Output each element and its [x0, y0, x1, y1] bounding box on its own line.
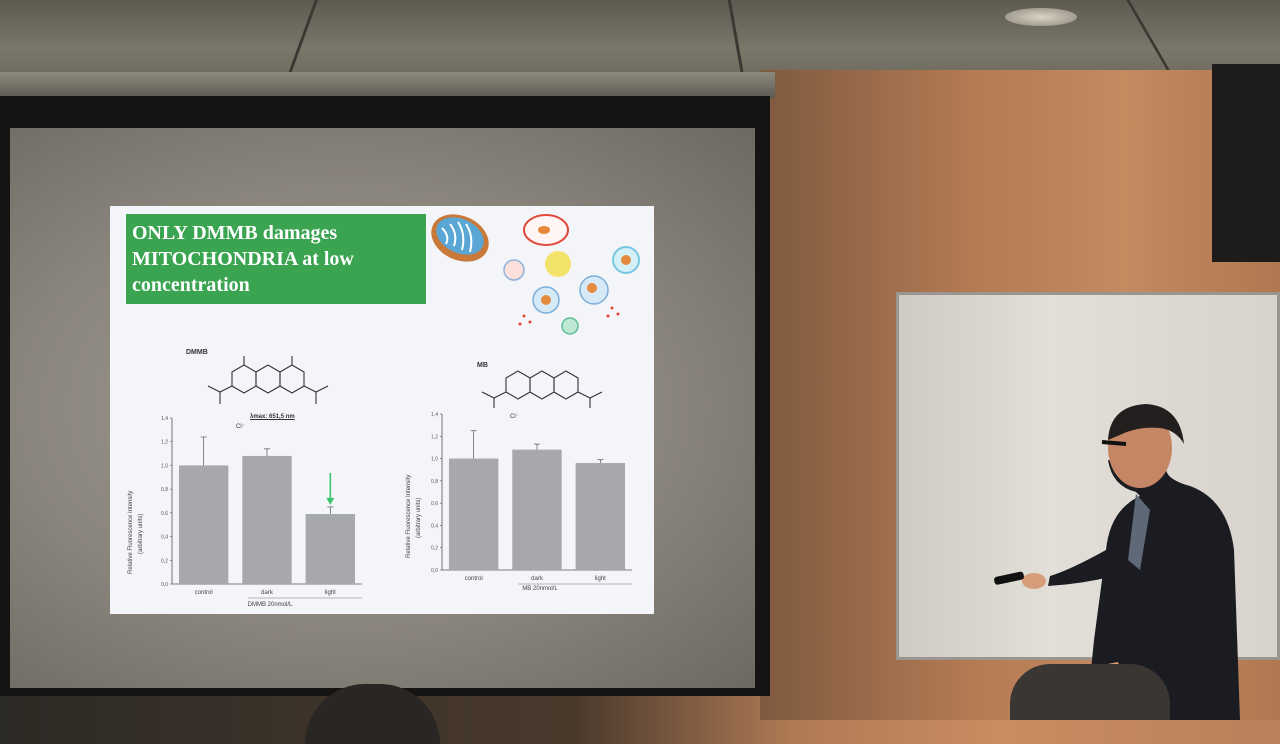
dmmb-compound-label: DMMB: [186, 349, 208, 356]
slide-title-line-3: concentration: [132, 274, 250, 296]
mb-ytick-label: 0,6: [431, 501, 438, 507]
mb-structure: [481, 370, 603, 408]
mb-ytick-label: 0,0: [431, 568, 438, 574]
dmmb-ytick-label: 0,8: [161, 487, 168, 493]
dmmb-category-label: dark: [261, 590, 274, 596]
mb-category-label: light: [595, 576, 606, 582]
dmmb-ylabel-line-1: Relative Fluorescence Intensity: [128, 491, 134, 574]
dmmb-ytick-label: 0,0: [161, 582, 168, 588]
dmmb-structure: [207, 356, 329, 404]
mb-ytick-label: 1,0: [431, 457, 438, 463]
ceiling-light: [1005, 8, 1077, 26]
mb-bar-control: [448, 458, 499, 570]
mb-bar-light: [575, 463, 626, 570]
mb-bar-dark: [512, 449, 562, 570]
wall-speaker: [1212, 64, 1280, 262]
dmmb-bar-control: [178, 465, 229, 584]
ceiling: [0, 0, 1280, 82]
mitochondria-illustration: [431, 214, 489, 262]
dmmb-xlabel: DMMB 20nmol/L: [248, 602, 293, 608]
ceiling-seam: [285, 0, 318, 82]
mb-xlabel: MB 20nmol/L: [522, 586, 558, 592]
mb-ytick-label: 1,4: [431, 412, 438, 418]
slide-title-line-1: ONLY DMMB damages: [132, 222, 338, 244]
cell-process-diagram: [503, 214, 640, 335]
chair: [1010, 664, 1170, 720]
dmmb-ytick-label: 0,2: [161, 558, 168, 564]
dmmb-ytick-label: 1,4: [161, 416, 168, 422]
dmmb-category-label: light: [325, 590, 336, 596]
dmmb-ytick-label: 0,4: [161, 535, 168, 541]
mb-ytick-label: 0,4: [431, 523, 438, 529]
dmmb-fluorescence-chart: Relative Fluorescence Intensity (arbitra…: [128, 416, 362, 608]
dmmb-ytick-label: 1,0: [161, 463, 168, 469]
dmmb-bar-light: [305, 514, 356, 584]
dmmb-ylabel-line-2: (arbitrary units): [138, 514, 144, 554]
dmmb-category-label: control: [195, 590, 213, 596]
mb-ylabel-line-1: Relative Fluorescence Intensity: [406, 475, 412, 558]
dmmb-wavelength: λmax: 651,5 nm: [250, 414, 295, 420]
presenter: [994, 404, 1240, 720]
mb-compound-label: MB: [477, 362, 488, 369]
slide-title-box: ONLY DMMB damages MITOCHONDRIA at low co…: [126, 214, 426, 304]
projector-screen-housing: [0, 72, 775, 98]
dmmb-bar-dark: [242, 455, 292, 584]
ceiling-seam: [727, 0, 746, 82]
mb-fluorescence-chart: Relative Fluorescence Intensity (arbitra…: [406, 412, 632, 592]
mb-counter-ion: Cl⁻: [510, 414, 519, 420]
presentation-slide: ONLY DMMB damages MITOCHONDRIA at low co…: [110, 206, 654, 614]
mb-ytick-label: 1,2: [431, 434, 438, 440]
dmmb-counter-ion: Cl⁻: [236, 424, 245, 430]
mb-category-label: dark: [531, 576, 544, 582]
dmmb-highlight-arrowhead: [326, 497, 335, 505]
dmmb-ytick-label: 0,6: [161, 511, 168, 517]
mb-ylabel-line-2: (arbitrary units): [416, 498, 422, 538]
mb-ytick-label: 0,8: [431, 479, 438, 485]
mb-category-label: control: [465, 576, 483, 582]
slide-title-line-2: MITOCHONDRIA at low: [132, 248, 354, 270]
mb-ytick-label: 0,2: [431, 546, 438, 552]
dmmb-ytick-label: 1,2: [161, 440, 168, 446]
